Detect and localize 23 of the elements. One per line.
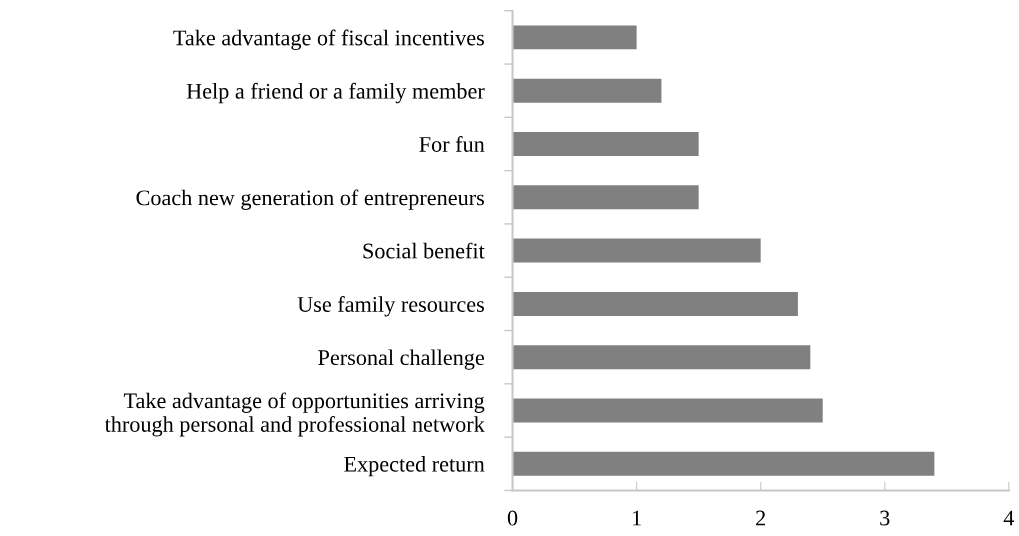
y-tick-label: Take advantage of opportunities arriving through personal and professional network: [104, 392, 485, 437]
bar: [512, 398, 823, 423]
bar: [512, 345, 811, 370]
y-tick-label: Coach new generation of entrepreneurs: [136, 189, 484, 210]
bar: [512, 238, 761, 263]
bar: [512, 291, 798, 316]
x-tick-label: 1: [633, 510, 641, 526]
bar: [512, 78, 662, 103]
x-tick-label: 3: [880, 510, 890, 526]
bar: [512, 131, 699, 156]
y-tick-label: Help a friend or a family member: [186, 82, 485, 104]
y-tick-label: Take advantage of fiscal incentives: [173, 29, 484, 50]
bar: [512, 451, 935, 476]
x-tick-label: 2: [756, 510, 766, 526]
bar: [512, 185, 699, 210]
x-tick-label: 0: [507, 510, 518, 526]
y-tick-label: Personal challenge: [318, 349, 484, 370]
y-tick-label: Social benefit: [363, 242, 485, 259]
x-tick-label: 4: [1003, 510, 1015, 526]
bar: [512, 25, 637, 50]
y-tick-label: Use family resources: [297, 296, 484, 317]
y-tick-label: Expected return: [344, 456, 485, 477]
y-tick-label: For fun: [419, 136, 485, 152]
